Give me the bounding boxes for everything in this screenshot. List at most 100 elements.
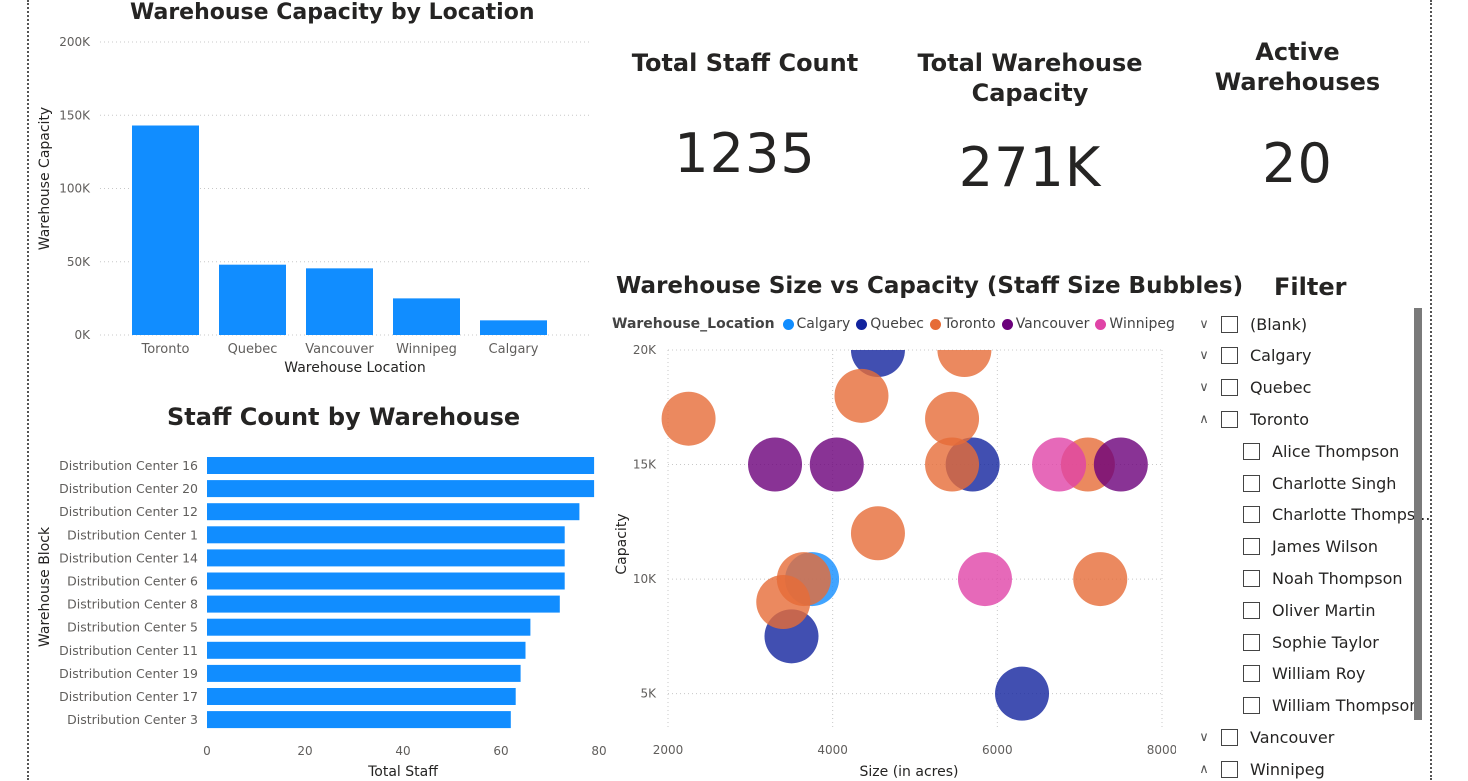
filter-checkbox[interactable] xyxy=(1243,569,1260,587)
legend-item-vancouver[interactable]: Vancouver xyxy=(1001,316,1090,332)
capacity-bar[interactable] xyxy=(393,298,460,335)
scatter-bubble-chart[interactable]: 5K 10K 15K 20K 2000 4000 6000 8000 Size (in acre… xyxy=(606,338,1176,780)
staff-bar[interactable] xyxy=(207,549,565,567)
staff-bar[interactable] xyxy=(207,480,595,498)
filter-item[interactable]: ∨ (Blank) xyxy=(1195,312,1307,336)
filter-item[interactable]: Noah Thompson xyxy=(1243,566,1403,590)
filter-item[interactable]: James Wilson xyxy=(1243,535,1378,559)
bubble-vancouver[interactable] xyxy=(1093,437,1148,492)
capacity-bar[interactable] xyxy=(219,264,286,335)
capacity-bar[interactable] xyxy=(132,125,199,335)
capacity-bar-chart[interactable]: 0K 50K 100K 150K 200K Toronto Quebec Vancouver W… xyxy=(30,28,600,380)
legend-item-quebec[interactable]: Quebec xyxy=(856,316,924,332)
filter-checkbox[interactable] xyxy=(1243,506,1260,524)
filter-checkbox[interactable] xyxy=(1243,601,1260,619)
filter-item[interactable]: Charlotte Thomps... xyxy=(1243,503,1430,527)
chevron-up-icon[interactable]: ∧ xyxy=(1199,761,1209,777)
filter-item[interactable]: Charlotte Singh xyxy=(1243,471,1396,495)
bubble-toronto[interactable] xyxy=(661,391,716,446)
bubble-quebec[interactable] xyxy=(995,666,1050,721)
staff-y-tick-label: Distribution Center 5 xyxy=(67,620,198,635)
filter-item[interactable]: William Thompson xyxy=(1243,694,1419,718)
staff-y-tick-label: Distribution Center 19 xyxy=(59,666,198,681)
filter-item-label: Quebec xyxy=(1250,378,1312,398)
staff-bar[interactable] xyxy=(207,711,511,729)
filter-item-label: Charlotte Thomps... xyxy=(1272,505,1431,525)
filter-item[interactable]: ∨ Vancouver xyxy=(1195,725,1334,749)
legend-item-toronto[interactable]: Toronto xyxy=(930,316,996,332)
staff-bar[interactable] xyxy=(207,641,526,659)
filter-item[interactable]: Oliver Martin xyxy=(1243,598,1376,622)
chevron-down-icon[interactable]: ∨ xyxy=(1199,348,1209,364)
staff-bar-chart[interactable]: Distribution Center 16 Distribution Cente… xyxy=(30,448,610,780)
filter-item[interactable]: William Roy xyxy=(1243,662,1365,686)
kpi-staff-value: 1235 xyxy=(674,122,816,185)
scatter-y-tick-label: 5K xyxy=(640,687,657,701)
filter-item[interactable]: ∨ Calgary xyxy=(1195,344,1311,368)
filter-checkbox[interactable] xyxy=(1221,347,1238,365)
filter-scrollbar[interactable] xyxy=(1414,308,1422,720)
filter-item[interactable]: Sophie Taylor xyxy=(1243,630,1379,654)
capacity-y-axis-label: Warehouse Capacity xyxy=(37,107,53,250)
filter-checkbox[interactable] xyxy=(1221,410,1238,428)
filter-checkbox[interactable] xyxy=(1243,442,1260,460)
filter-checkbox[interactable] xyxy=(1221,379,1238,397)
staff-bar[interactable] xyxy=(207,572,565,590)
scatter-x-axis-label: Size (in acres) xyxy=(860,764,959,780)
staff-x-tick-label: 60 xyxy=(493,744,508,758)
staff-y-axis-label: Warehouse Block xyxy=(37,526,53,647)
chevron-up-icon[interactable]: ∧ xyxy=(1199,411,1209,427)
staff-x-tick-label: 80 xyxy=(591,744,606,758)
filter-checkbox[interactable] xyxy=(1243,665,1260,683)
legend-dot-vancouver xyxy=(1001,318,1013,330)
capacity-bar[interactable] xyxy=(480,320,547,335)
kpi-staff-title: Total Staff Count xyxy=(631,49,859,77)
bubble-toronto[interactable] xyxy=(834,368,889,423)
staff-bar[interactable] xyxy=(207,664,521,682)
staff-y-tick-label: Distribution Center 12 xyxy=(59,504,198,519)
filter-item[interactable]: Alice Thompson xyxy=(1243,439,1399,463)
bubble-toronto[interactable] xyxy=(925,437,980,492)
chevron-down-icon[interactable]: ∨ xyxy=(1199,316,1209,332)
legend-label-winnipeg: Winnipeg xyxy=(1109,316,1175,332)
bubble-toronto[interactable] xyxy=(850,506,905,561)
bubble-toronto[interactable] xyxy=(756,575,811,629)
bubble-winnipeg[interactable] xyxy=(957,552,1012,607)
filter-checkbox[interactable] xyxy=(1221,760,1238,778)
bubble-toronto[interactable] xyxy=(925,391,980,446)
filter-item[interactable]: ∧ Toronto xyxy=(1195,407,1309,431)
scatter-legend: Warehouse_Location Calgary Quebec Toront… xyxy=(612,316,1181,332)
filter-item-label: Winnipeg xyxy=(1250,759,1325,779)
filter-item[interactable]: ∧ Winnipeg xyxy=(1195,757,1325,781)
filter-checkbox[interactable] xyxy=(1221,315,1238,333)
filter-item-label: Noah Thompson xyxy=(1272,568,1403,588)
bubble-winnipeg[interactable] xyxy=(1032,437,1087,492)
bubble-toronto[interactable] xyxy=(1073,552,1128,607)
legend-item-winnipeg[interactable]: Winnipeg xyxy=(1095,316,1175,332)
legend-label-vancouver: Vancouver xyxy=(1015,316,1090,332)
staff-bar[interactable] xyxy=(207,618,531,636)
bubble-vancouver[interactable] xyxy=(809,437,864,492)
chevron-down-icon[interactable]: ∨ xyxy=(1199,380,1209,396)
filter-item[interactable]: ∨ Quebec xyxy=(1195,376,1311,400)
bubble-toronto[interactable] xyxy=(937,338,992,377)
staff-bar[interactable] xyxy=(207,688,516,705)
legend-dot-winnipeg xyxy=(1095,318,1107,330)
legend-dot-toronto xyxy=(930,318,941,330)
legend-label-quebec: Quebec xyxy=(870,316,924,332)
filter-checkbox[interactable] xyxy=(1243,474,1260,492)
scatter-chart-title: Warehouse Size vs Capacity (Staff Size B… xyxy=(616,273,1244,299)
staff-bar[interactable] xyxy=(207,457,595,474)
staff-bar[interactable] xyxy=(207,503,580,521)
chevron-down-icon[interactable]: ∨ xyxy=(1199,729,1209,745)
bubble-vancouver[interactable] xyxy=(748,437,803,492)
filter-checkbox[interactable] xyxy=(1243,538,1260,556)
capacity-bar[interactable] xyxy=(306,268,373,335)
filter-checkbox[interactable] xyxy=(1243,633,1260,651)
filter-item-label: (Blank) xyxy=(1250,314,1308,334)
staff-bar[interactable] xyxy=(207,595,560,613)
filter-checkbox[interactable] xyxy=(1221,728,1238,746)
legend-item-calgary[interactable]: Calgary xyxy=(782,316,850,332)
staff-bar[interactable] xyxy=(207,526,565,544)
filter-checkbox[interactable] xyxy=(1243,697,1260,715)
